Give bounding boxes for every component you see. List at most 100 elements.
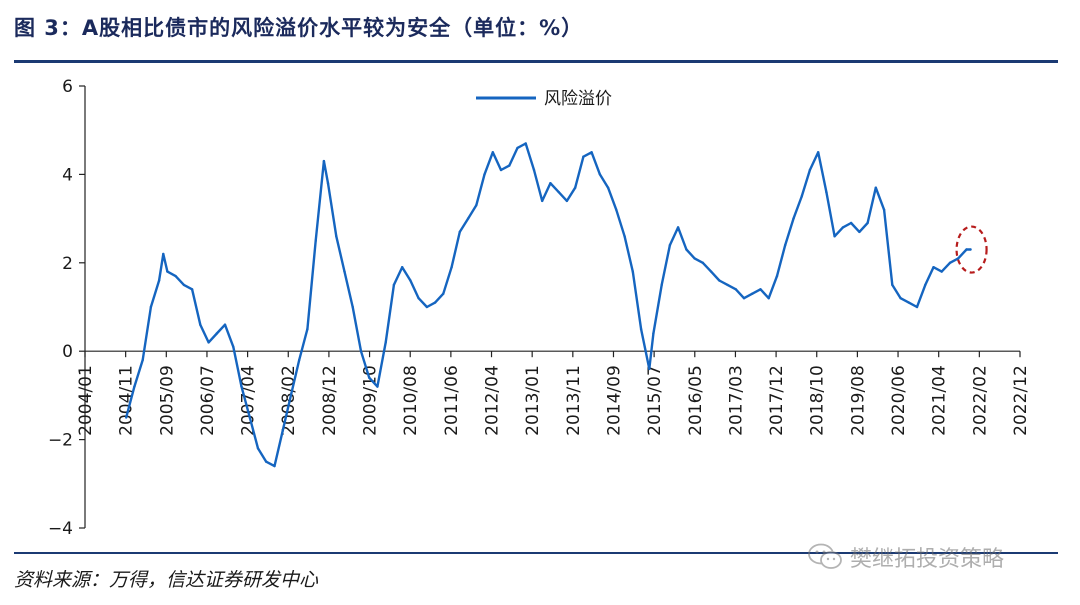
x-tick-label: 2013/11 [564, 365, 584, 436]
data-point [174, 274, 177, 278]
data-point [240, 385, 243, 388]
x-tick-label: 2019/08 [848, 365, 868, 436]
y-tick-label: 4 [62, 165, 73, 185]
data-point [306, 327, 309, 331]
data-point [401, 266, 404, 269]
data-point [948, 261, 952, 264]
data-point [232, 345, 235, 348]
x-tick-label: 2005/09 [157, 365, 177, 436]
data-point [606, 186, 610, 189]
data-point [466, 217, 470, 220]
data-point [442, 292, 445, 295]
data-point [833, 235, 836, 238]
y-tick-label: −4 [48, 519, 73, 539]
data-point [162, 252, 165, 256]
data-point [326, 182, 330, 185]
data-point [882, 208, 886, 211]
watermark: 樊继拓投资策略 [808, 540, 1004, 574]
data-point [351, 305, 354, 309]
data-point [784, 243, 787, 247]
x-tick-label: 2017/12 [767, 365, 787, 436]
data-point [524, 142, 527, 145]
series-group [125, 142, 972, 468]
y-tick-labels: −4 −2 0 2 4 6 [48, 77, 73, 539]
data-point [734, 288, 737, 291]
data-point [858, 230, 861, 234]
data-point [866, 221, 869, 225]
x-tick-labels: 2004/01 2004/11 2005/09 2006/07 2007/04 2008/… [76, 365, 1031, 436]
x-tick-label: 2022/12 [1011, 365, 1031, 436]
data-point [281, 429, 284, 432]
data-point [265, 460, 268, 463]
data-point [623, 235, 626, 238]
data-point [359, 350, 363, 353]
watermark-text: 樊继拓投资策略 [850, 547, 1005, 572]
data-point [849, 221, 853, 225]
data-point [891, 283, 894, 287]
data-point [751, 292, 754, 295]
data-point [541, 199, 544, 203]
data-point [491, 151, 494, 154]
data-point [759, 288, 762, 291]
legend: 风险溢价 [476, 89, 612, 109]
data-point [149, 305, 153, 309]
footer-rule [14, 552, 1058, 554]
x-tick-label: 2009/10 [361, 365, 381, 436]
data-point [767, 297, 770, 300]
data-point [450, 266, 453, 269]
data-point [841, 226, 845, 229]
data-point [590, 151, 593, 154]
data-point [685, 248, 688, 251]
data-point [648, 367, 651, 371]
data-point [376, 385, 379, 388]
data-point [639, 327, 643, 331]
data-point [742, 297, 746, 300]
data-point [598, 173, 602, 176]
series-line [125, 142, 971, 468]
chart-title: 图 3：A股相比债市的风险溢价水平较为安全（单位：%） [14, 16, 584, 40]
data-point [660, 283, 663, 287]
data-point [273, 464, 276, 468]
data-point [557, 190, 560, 194]
data-point [392, 283, 396, 287]
data-point [182, 283, 186, 287]
data-point [215, 332, 218, 335]
data-point [508, 164, 511, 167]
data-point [652, 332, 655, 335]
data-point [298, 358, 301, 362]
x-tick-label: 2013/01 [523, 365, 543, 436]
x-tick-label: 2004/11 [117, 365, 137, 436]
data-point [417, 297, 420, 300]
data-point [965, 248, 968, 251]
data-point [458, 230, 461, 234]
data-point [475, 204, 478, 207]
data-point [957, 257, 960, 260]
data-point [907, 301, 910, 304]
data-point [693, 257, 696, 260]
data-point [133, 385, 136, 388]
data-point [190, 288, 194, 291]
x-tick-label: 2012/04 [483, 365, 503, 436]
data-point [800, 195, 803, 198]
data-point [631, 270, 634, 273]
data-point [565, 199, 569, 203]
data-point [718, 279, 721, 282]
source-note: 资料来源：万得，信达证券研发中心 [14, 569, 319, 591]
data-point [157, 279, 161, 282]
data-point [256, 447, 260, 450]
data-point [343, 270, 346, 273]
data-point [335, 235, 338, 238]
data-point [199, 323, 202, 326]
data-point [425, 305, 429, 309]
data-point [940, 270, 943, 273]
y-tick-label: 0 [62, 342, 73, 362]
highlight-ellipse [955, 225, 988, 274]
x-tick-label: 2004/01 [76, 365, 96, 436]
data-point [532, 168, 536, 172]
y-tick-label: −2 [48, 431, 73, 451]
data-point [792, 217, 795, 220]
y-tick-label: 6 [62, 77, 73, 97]
data-point [574, 186, 577, 189]
data-point [709, 270, 713, 273]
